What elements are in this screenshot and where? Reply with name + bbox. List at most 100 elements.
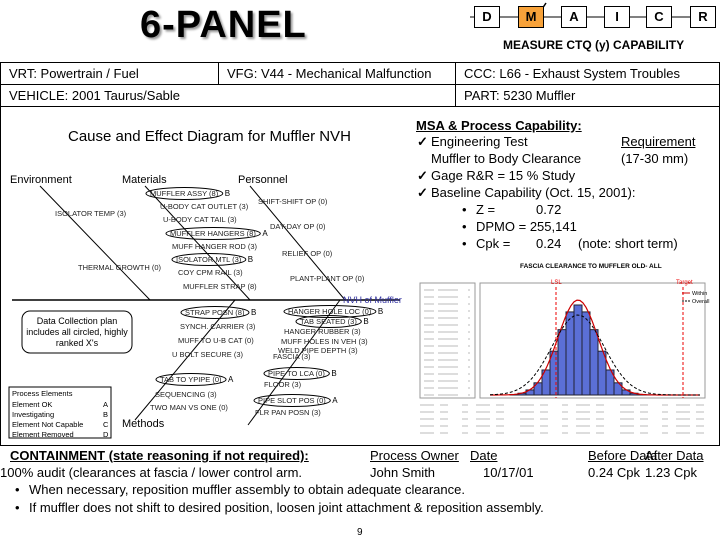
- cause-circle: [155, 373, 227, 386]
- cause-label: TWO MAN VS ONE (0): [150, 403, 228, 412]
- ccc: CCC: L66 - Exhaust System Troubles: [455, 62, 720, 85]
- stat-value: 0.72: [536, 202, 562, 217]
- cause-label: WELD PIPE DEPTH (3): [278, 346, 358, 355]
- cause-status: B: [378, 307, 383, 316]
- cause-label: MUFFLER ASSY (8): [150, 189, 219, 198]
- containment-header: Date: [470, 448, 498, 463]
- hist-bar: [557, 329, 567, 396]
- cause-circle: [295, 315, 362, 328]
- containment-bullet: If muffler does not shift to desired pos…: [15, 500, 544, 515]
- cause-circle: [171, 253, 247, 266]
- legend-code: B: [103, 410, 108, 419]
- cause-label: TAB TO YPIPE (0): [160, 375, 222, 384]
- stats-table: [419, 282, 476, 399]
- cause-label: PIPE SLOT POS (0): [258, 396, 326, 405]
- cause-circle: [145, 187, 224, 200]
- stat-label: DPMO = 255,141: [462, 219, 577, 236]
- bone: [134, 299, 236, 421]
- stat-label: Cpk =: [462, 236, 510, 253]
- msa-measure: Muffler to Body Clearance: [431, 151, 582, 166]
- cause-label: SHIFT-SHIFT OP (0): [258, 197, 328, 206]
- vehicle: VEHICLE: 2001 Taurus/Sable: [0, 84, 456, 107]
- legend-label: Element Not Capable: [12, 420, 83, 429]
- cause-label: THERMAL GROWTH (0): [78, 263, 162, 272]
- cause-status: B: [225, 189, 230, 198]
- stat-label: Z =: [462, 202, 495, 219]
- cause-status: A: [228, 375, 234, 384]
- effect-label: NVH of Muffler: [343, 295, 402, 305]
- cause-label: U-BODY CAT OUTLET (3): [160, 202, 249, 211]
- phase-box: R: [690, 6, 716, 28]
- cause-label: STRAP POSN (8): [185, 308, 245, 317]
- cause-circle: [283, 305, 377, 318]
- cause-label: TAB SEATED (3): [300, 317, 357, 326]
- cause-circle: [165, 227, 261, 240]
- containment-cell: John Smith: [370, 465, 436, 480]
- cause-label: U-BODY CAT TAIL (3): [163, 215, 237, 224]
- containment-cell: 1.23 Cpk: [645, 465, 698, 480]
- cause-label: DAY-DAY OP (0): [270, 222, 326, 231]
- chart-legend-label: Within: [692, 291, 707, 297]
- containment-title: CONTAINMENT (state reasoning if not requ…: [10, 448, 309, 463]
- note-box: [21, 310, 133, 354]
- msa-requirement-label: Requirement: [621, 134, 696, 149]
- cause-label: SEQUENCING (3): [155, 390, 217, 399]
- legend-label: Element Removed: [12, 430, 74, 439]
- hist-bar: [565, 311, 575, 396]
- legend-label: Element OK: [12, 400, 52, 409]
- containment-cell: 100% audit (clearances at fascia / lower…: [0, 465, 303, 480]
- part: PART: 5230 Muffler: [455, 84, 720, 107]
- phase-subtitle: MEASURE CTQ (y) CAPABILITY: [503, 38, 685, 52]
- stat-note: (note: short term): [578, 236, 678, 251]
- bone: [144, 185, 251, 301]
- cause-status: A: [262, 229, 268, 238]
- containment-header: Before Data: [588, 448, 658, 463]
- hist-bar: [581, 311, 591, 396]
- hist-bar: [573, 304, 583, 396]
- target-label: Target: [676, 280, 693, 286]
- cause-status: B: [248, 255, 253, 264]
- phase-box: D: [474, 6, 500, 28]
- msa-baseline: Baseline Capability (Oct. 15, 2001):: [417, 185, 635, 202]
- phase-box: M: [518, 6, 544, 28]
- cause-label: ISOLATOR MTL (3): [176, 255, 242, 264]
- page-number: 9: [357, 527, 363, 538]
- msa-test: Engineering Test: [417, 134, 528, 151]
- panel-title: 6-PANEL: [140, 4, 307, 46]
- phase-box: A: [561, 6, 587, 28]
- category-label: Environment: [10, 174, 72, 186]
- legend-label: Investigating: [12, 410, 54, 419]
- containment-cell: 10/17/01: [483, 465, 534, 480]
- legend-code: C: [103, 420, 109, 429]
- cause-status: B: [331, 369, 336, 378]
- cause-label: MUFFLER STRAP (8): [183, 282, 257, 291]
- containment-bullet: When necessary, reposition muffler assem…: [15, 482, 465, 497]
- hist-bar: [589, 329, 599, 396]
- msa-gage: Gage R&R = 15 % Study: [417, 168, 575, 185]
- legend-code: A: [103, 400, 108, 409]
- cause-circle: [263, 367, 330, 380]
- cause-circle: [253, 394, 331, 407]
- cause-label: HANGER HOLE LOC (0): [288, 307, 372, 316]
- legend-box: [8, 386, 112, 439]
- category-label: Methods: [122, 418, 165, 430]
- cause-circle: [180, 306, 250, 319]
- overall-curve: [489, 314, 701, 396]
- cause-label: PLANT-PLANT OP (0): [290, 274, 365, 283]
- vrt: VRT: Powertrain / Fuel: [0, 62, 219, 85]
- cause-label: MUFF TO U-B CAT (0): [178, 336, 254, 345]
- bone: [39, 185, 151, 301]
- phase-box: C: [646, 6, 672, 28]
- msa-title: MSA & Process Capability:: [416, 118, 582, 133]
- legend-title: Process Elements: [12, 389, 73, 398]
- lsl-label: LSL: [551, 280, 562, 286]
- stat-value: 0.24: [536, 236, 562, 251]
- legend-code: D: [103, 430, 109, 439]
- cause-label: U BOLT SECURE (3): [172, 350, 243, 359]
- cause-label: MUFFLER HANGERS (8): [170, 229, 256, 238]
- phase-box: I: [604, 6, 630, 28]
- bone: [249, 185, 346, 301]
- cause-label: FLOOR (3): [264, 380, 302, 389]
